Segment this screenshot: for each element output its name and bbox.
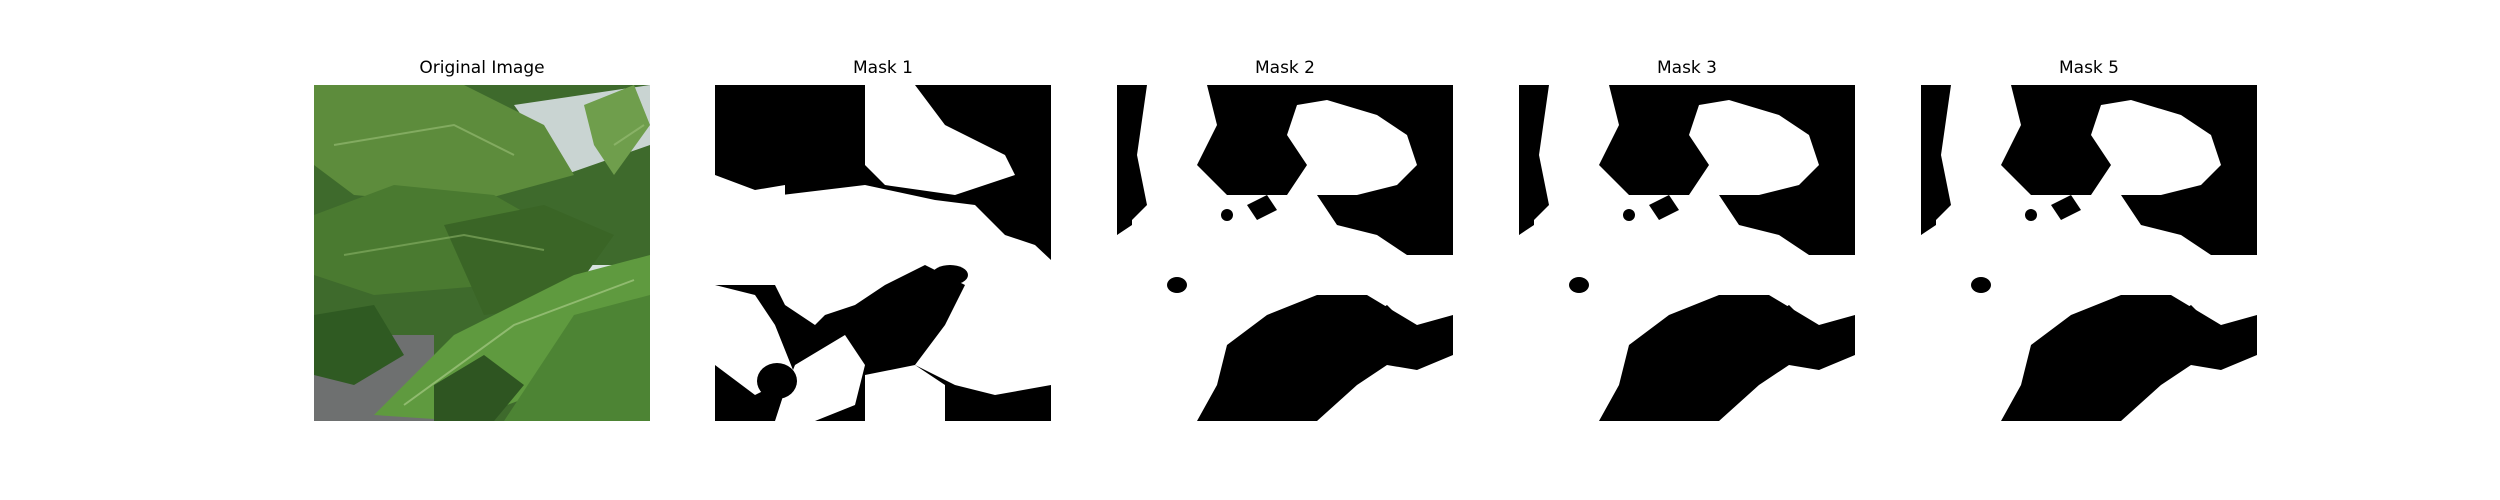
- mask-3-image: [1519, 85, 1855, 421]
- original-image: [314, 85, 650, 421]
- mask-5-image: [1921, 85, 2257, 421]
- leaf-photo: [314, 85, 650, 421]
- mask-1-image: [715, 85, 1051, 421]
- mask-2-image: [1117, 85, 1453, 421]
- panel-title-original: Original Image: [419, 58, 545, 78]
- mask-3-panel: [1519, 85, 1855, 421]
- mask-1-panel: [715, 85, 1051, 421]
- panel-title-mask-5: Mask 5: [2058, 58, 2119, 78]
- panel-title-mask-3: Mask 3: [1656, 58, 1717, 78]
- panel-title-mask-1: Mask 1: [852, 58, 913, 78]
- mask-5-panel: [1921, 85, 2257, 421]
- mask-2-panel: [1117, 85, 1453, 421]
- panel-title-mask-2: Mask 2: [1254, 58, 1315, 78]
